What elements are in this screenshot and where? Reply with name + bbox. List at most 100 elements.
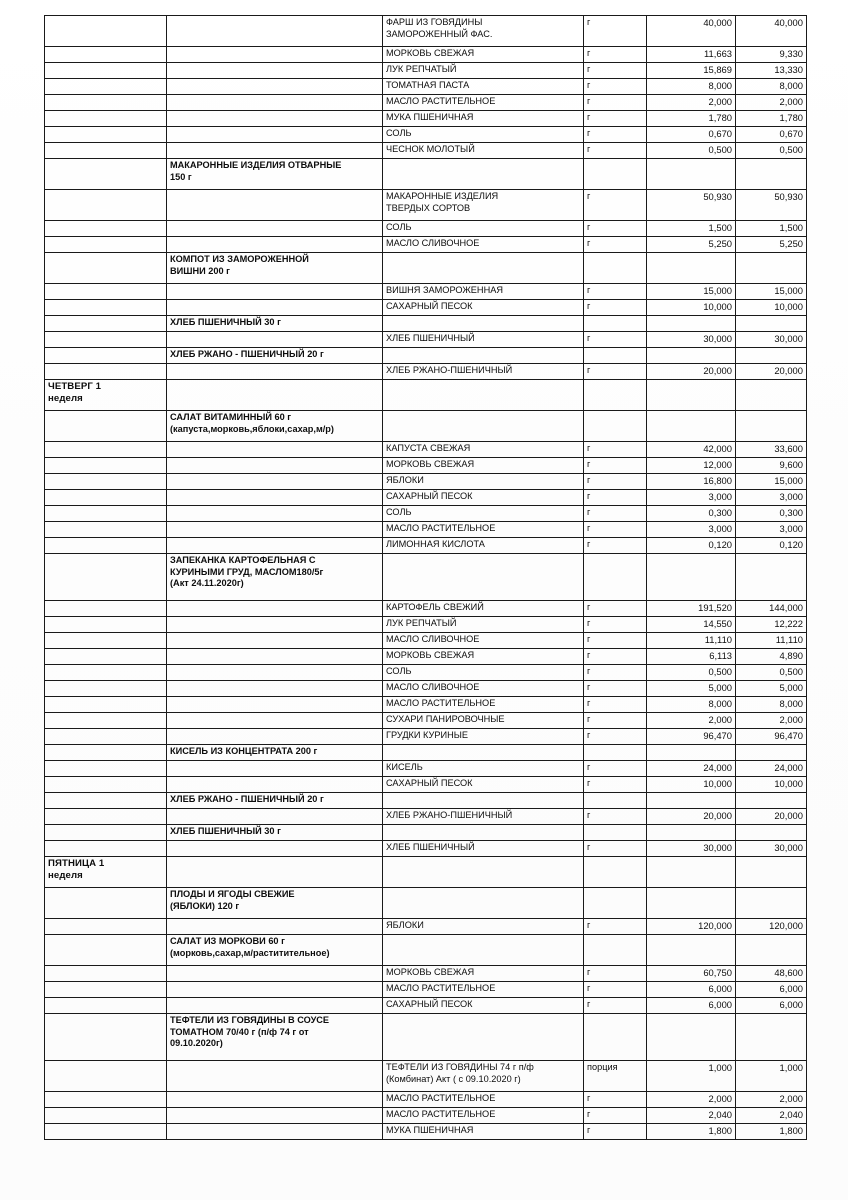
cell-net xyxy=(735,553,807,601)
cell-net xyxy=(735,792,807,809)
cell-product xyxy=(382,252,584,284)
table-row: МАКАРОННЫЕ ИЗДЕЛИЯ ТВЕРДЫХ СОРТОВ г 50,930… xyxy=(44,189,807,221)
cell-gross: 20,000 xyxy=(646,363,736,380)
cell-day xyxy=(44,363,167,380)
cell-net: 40,000 xyxy=(735,15,807,47)
cell-net xyxy=(735,347,807,364)
cell-dish xyxy=(166,1091,383,1108)
cell-unit: г xyxy=(583,712,647,729)
cell-unit: г xyxy=(583,220,647,237)
cell-gross: 11,663 xyxy=(646,46,736,63)
cell-gross: 14,550 xyxy=(646,616,736,633)
cell-dish xyxy=(166,505,383,522)
cell-gross: 2,040 xyxy=(646,1107,736,1124)
table-row: КАРТОФЕЛЬ СВЕЖИЙ г 191,520 144,000 xyxy=(44,600,807,617)
cell-day xyxy=(44,553,167,601)
cell-dish: ХЛЕБ ПШЕНИЧНЫЙ 30 г xyxy=(166,824,383,841)
cell-gross: 12,000 xyxy=(646,457,736,474)
cell-dish: ХЛЕБ РЖАНО - ПШЕНИЧНЫЙ 20 г xyxy=(166,347,383,364)
table-row: СОЛЬ г 0,500 0,500 xyxy=(44,664,807,681)
table-row: МАСЛО РАСТИТЕЛЬНОЕ г 6,000 6,000 xyxy=(44,981,807,998)
table-row: ХЛЕБ ПШЕНИЧНЫЙ 30 г xyxy=(44,315,807,332)
table-row: САЛАТ ВИТАМИННЫЙ 60 г (капуста,морковь,я… xyxy=(44,410,807,442)
cell-dish: САЛАТ ИЗ МОРКОВИ 60 г (морковь,сахар,м/р… xyxy=(166,934,383,966)
cell-day xyxy=(44,489,167,506)
cell-product: САХАРНЫЙ ПЕСОК xyxy=(382,489,584,506)
cell-gross: 10,000 xyxy=(646,776,736,793)
cell-product: ЛУК РЕПЧАТЫЙ xyxy=(382,616,584,633)
cell-unit: г xyxy=(583,1091,647,1108)
cell-dish xyxy=(166,1060,383,1092)
menu-table: ФАРШ ИЗ ГОВЯДИНЫ ЗАМОРОЖЕННЫЙ ФАС. г 40,00… xyxy=(44,15,807,1140)
cell-dish xyxy=(166,616,383,633)
table-row: ТЕФТЕЛИ ИЗ ГОВЯДИНЫ В СОУСЕ ТОМАТНОМ 70/… xyxy=(44,1013,807,1061)
cell-unit: г xyxy=(583,521,647,538)
cell-day xyxy=(44,331,167,348)
cell-dish xyxy=(166,808,383,825)
cell-gross: 0,500 xyxy=(646,142,736,159)
cell-product: СУХАРИ ПАНИРОВОЧНЫЕ xyxy=(382,712,584,729)
cell-product: МОРКОВЬ СВЕЖАЯ xyxy=(382,965,584,982)
menu-table-container: ФАРШ ИЗ ГОВЯДИНЫ ЗАМОРОЖЕННЫЙ ФАС. г 40,00… xyxy=(44,15,807,1140)
cell-product: МАСЛО РАСТИТЕЛЬНОЕ xyxy=(382,521,584,538)
cell-product: САХАРНЫЙ ПЕСОК xyxy=(382,997,584,1014)
cell-product xyxy=(382,887,584,919)
cell-unit: г xyxy=(583,126,647,143)
cell-unit xyxy=(583,1013,647,1061)
cell-unit: порция xyxy=(583,1060,647,1092)
cell-dish xyxy=(166,997,383,1014)
cell-product: МАСЛО РАСТИТЕЛЬНОЕ xyxy=(382,1091,584,1108)
cell-product xyxy=(382,856,584,888)
table-row: МАКАРОННЫЕ ИЗДЕЛИЯ ОТВАРНЫЕ 150 г xyxy=(44,158,807,190)
table-row: ТОМАТНАЯ ПАСТА г 8,000 8,000 xyxy=(44,78,807,95)
cell-gross: 120,000 xyxy=(646,918,736,935)
cell-dish xyxy=(166,648,383,665)
cell-unit: г xyxy=(583,981,647,998)
cell-net: 1,500 xyxy=(735,220,807,237)
cell-net xyxy=(735,887,807,919)
table-row: САХАРНЫЙ ПЕСОК г 3,000 3,000 xyxy=(44,489,807,506)
cell-dish xyxy=(166,537,383,554)
table-row: КОМПОТ ИЗ ЗАМОРОЖЕННОЙ ВИШНИ 200 г xyxy=(44,252,807,284)
cell-dish xyxy=(166,1123,383,1140)
cell-unit: г xyxy=(583,600,647,617)
cell-dish xyxy=(166,78,383,95)
cell-dish xyxy=(166,220,383,237)
cell-product: СОЛЬ xyxy=(382,126,584,143)
cell-unit: г xyxy=(583,94,647,111)
cell-gross: 10,000 xyxy=(646,299,736,316)
cell-net xyxy=(735,824,807,841)
cell-product xyxy=(382,744,584,761)
table-row: МАСЛО СЛИВОЧНОЕ г 5,000 5,000 xyxy=(44,680,807,697)
cell-product xyxy=(382,379,584,411)
cell-day: ЧЕТВЕРГ 1 неделя xyxy=(44,379,167,411)
cell-product: ЯБЛОКИ xyxy=(382,918,584,935)
table-row: ЯБЛОКИ г 16,800 15,000 xyxy=(44,473,807,490)
cell-product: МАСЛО РАСТИТЕЛЬНОЕ xyxy=(382,696,584,713)
table-row: МОРКОВЬ СВЕЖАЯ г 6,113 4,890 xyxy=(44,648,807,665)
table-row: МАСЛО РАСТИТЕЛЬНОЕ г 3,000 3,000 xyxy=(44,521,807,538)
cell-product: ВИШНЯ ЗАМОРОЖЕННАЯ xyxy=(382,283,584,300)
cell-day xyxy=(44,965,167,982)
cell-day xyxy=(44,744,167,761)
cell-gross xyxy=(646,158,736,190)
cell-day xyxy=(44,792,167,809)
cell-gross: 1,780 xyxy=(646,110,736,127)
cell-net: 96,470 xyxy=(735,728,807,745)
cell-dish xyxy=(166,473,383,490)
menu-table-body: ФАРШ ИЗ ГОВЯДИНЫ ЗАМОРОЖЕННЫЙ ФАС. г 40,00… xyxy=(44,15,807,1140)
cell-dish xyxy=(166,283,383,300)
cell-unit xyxy=(583,379,647,411)
cell-gross xyxy=(646,744,736,761)
table-row: МОРКОВЬ СВЕЖАЯ г 12,000 9,600 xyxy=(44,457,807,474)
cell-product: МАСЛО СЛИВОЧНОЕ xyxy=(382,680,584,697)
table-row: САХАРНЫЙ ПЕСОК г 10,000 10,000 xyxy=(44,299,807,316)
table-row: ВИШНЯ ЗАМОРОЖЕННАЯ г 15,000 15,000 xyxy=(44,283,807,300)
table-row: ПЯТНИЦА 1 неделя xyxy=(44,856,807,888)
cell-gross: 50,930 xyxy=(646,189,736,221)
cell-day xyxy=(44,648,167,665)
cell-unit: г xyxy=(583,696,647,713)
cell-dish xyxy=(166,94,383,111)
cell-product: САХАРНЫЙ ПЕСОК xyxy=(382,299,584,316)
cell-product: ЧЕСНОК МОЛОТЫЙ xyxy=(382,142,584,159)
